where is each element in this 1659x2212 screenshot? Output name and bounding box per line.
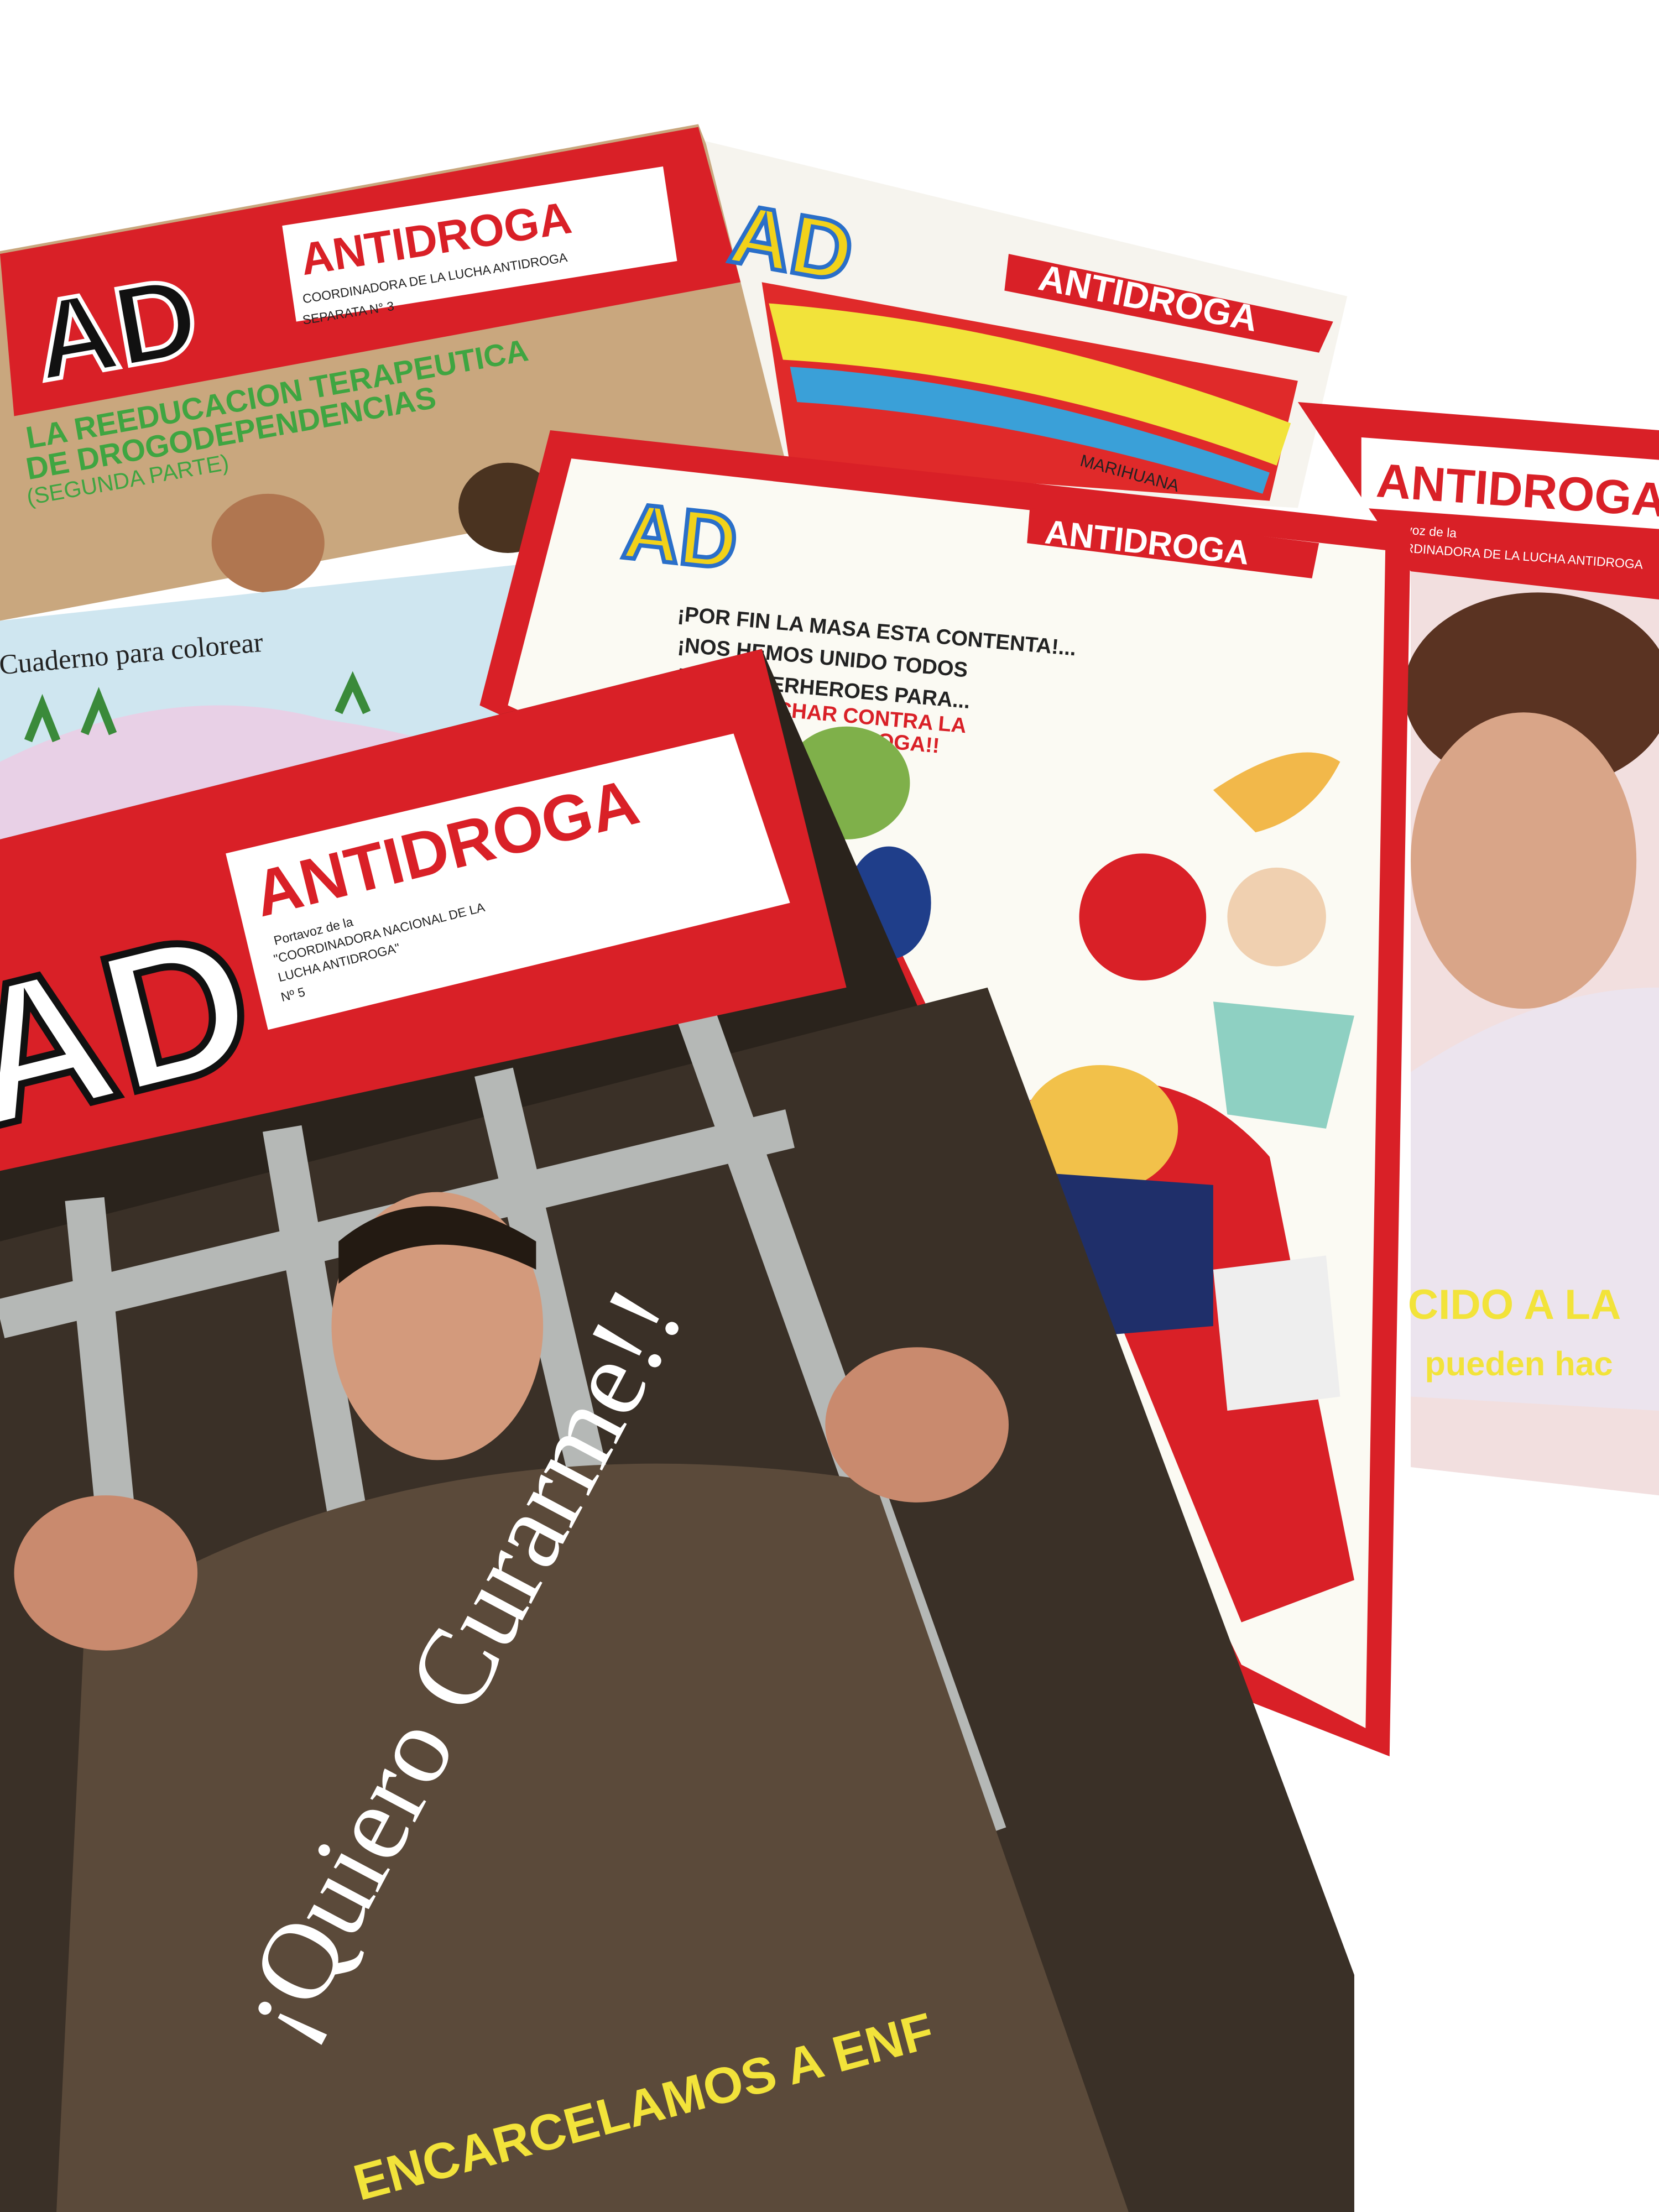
dartboard-ring [769, 303, 1291, 466]
magazine-front: AD ANTIDROGA Portavoz de la "COORDINADOR… [0, 649, 1354, 2212]
spiderman [1079, 853, 1207, 980]
thor [1022, 1065, 1178, 1192]
logo: AD [723, 186, 860, 300]
header-band [1004, 254, 1333, 353]
logo: AD [619, 487, 742, 586]
magazine-dartboard: AD ANTIDROGA MARIHUANA [705, 141, 1348, 508]
illustration [211, 493, 325, 593]
dartboard-ring [790, 367, 1270, 494]
header-band [1027, 508, 1319, 578]
magazine-portrait: ANTIDROGA Portavoz de la COORDINADORA DE… [1297, 402, 1659, 1496]
hair [338, 1206, 536, 1284]
shirt [1411, 987, 1659, 1411]
headline: pueden hac [1425, 1345, 1613, 1383]
sweater [56, 1463, 1129, 2212]
wings [1213, 752, 1340, 833]
face [1411, 712, 1637, 1009]
hero [1227, 867, 1326, 967]
headline: CIDO A LA [1408, 1281, 1621, 1328]
header-box [226, 733, 790, 1030]
hand [14, 1495, 198, 1651]
logo: AD [25, 252, 207, 405]
header-box [282, 166, 677, 322]
face [331, 1192, 544, 1460]
hand [825, 1347, 1009, 1503]
trees [24, 671, 371, 743]
header-box [1361, 437, 1659, 529]
hammer [1213, 1255, 1340, 1411]
hero [1213, 1001, 1354, 1129]
